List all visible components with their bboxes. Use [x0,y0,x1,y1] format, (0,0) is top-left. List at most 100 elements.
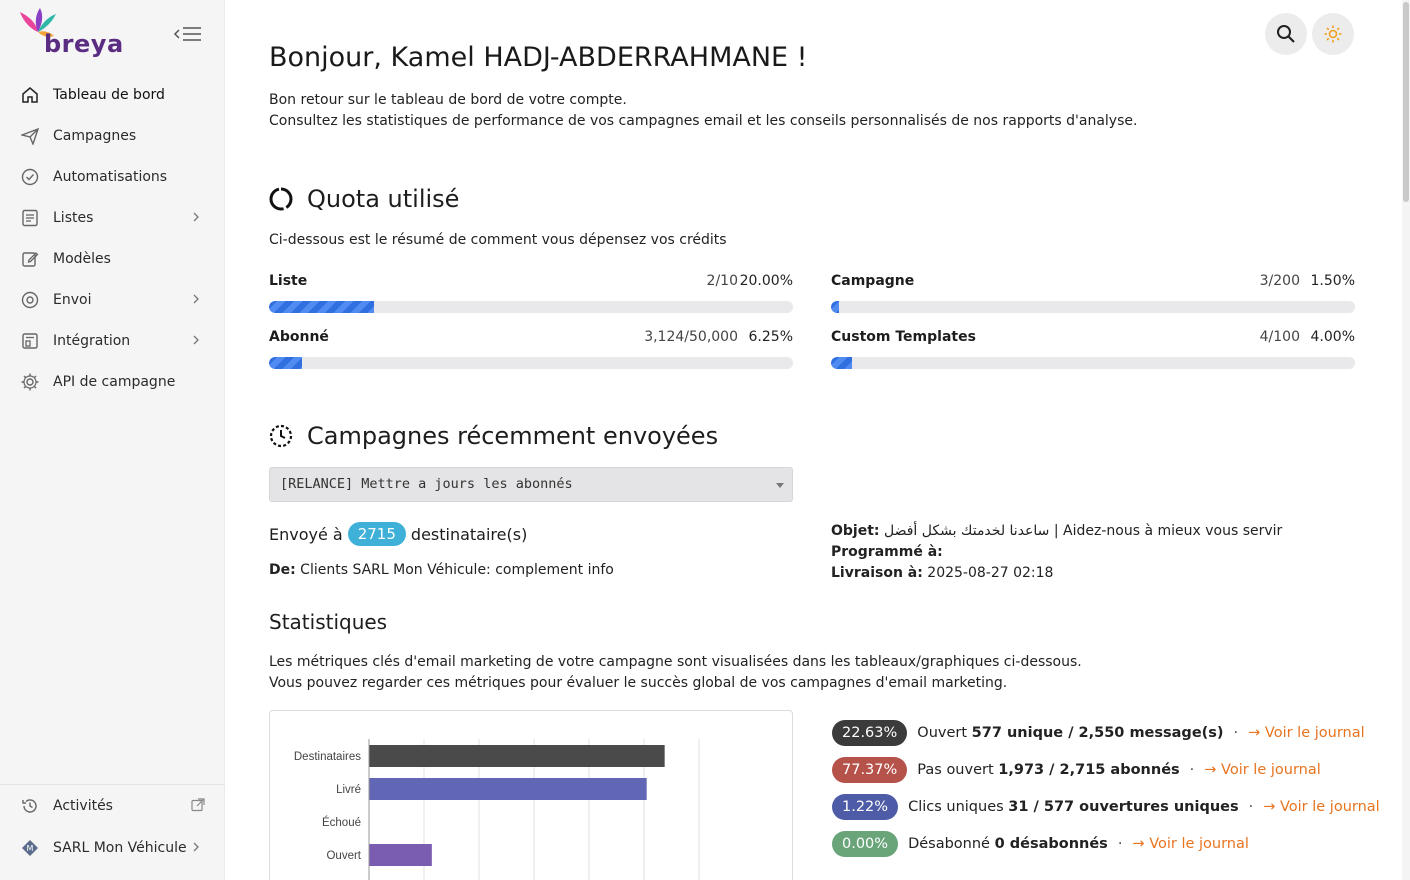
brand-logo[interactable]: breya [18,8,123,64]
metric-label: Ouvert [917,725,968,741]
sidebar-item-label: SARL Mon Véhicule [53,840,187,856]
sidebar-nav: Tableau de bord Campagnes Automatisation… [0,74,225,402]
company-icon: M [20,838,40,858]
from-field: De: Clients SARL Mon Véhicule: complemen… [269,562,614,578]
page-scrollbar[interactable] [1402,0,1410,880]
quota-item-custom-templates: Custom Templates 4/100 4.00% [831,329,1355,379]
chart-bar[interactable] [369,745,665,767]
campaign-select-value: [RELANCE] Mettre a jours les abonnés [280,476,573,492]
scheduled-field: Programmé à: [831,544,943,560]
sidebar-item-automations[interactable]: Automatisations [0,156,225,197]
sent-summary: Envoyé à 2715 destinataire(s) [269,522,527,546]
chart-bar[interactable] [369,844,432,866]
search-button[interactable] [1265,13,1307,55]
stats-bar-chart: Destinataires Livré Échoué Ouvert [294,739,700,880]
sidebar-item-label: Envoi [53,291,92,308]
metric-percent-badge: 0.00% [832,831,899,857]
metric-value: 1,973 / 2,715 abonnés [998,762,1180,778]
view-log-link[interactable]: → Voir le journal [1263,799,1380,815]
sidebar-item-label: Automatisations [53,168,168,185]
sent-suffix: destinataire(s) [410,524,528,544]
quota-section-title: Quota utilisé [269,185,459,213]
view-log-link[interactable]: → Voir le journal [1248,725,1365,741]
sidebar-item-dashboard[interactable]: Tableau de bord [0,74,225,115]
integration-icon [20,331,40,351]
metric-label: Désabonné [908,836,990,852]
view-log-link[interactable]: → Voir le journal [1204,762,1321,778]
quota-count: 4/100 [1259,329,1300,345]
scheduled-label: Programmé à: [831,544,943,560]
sidebar: breya Tableau de bord Campagnes Automati… [0,0,225,880]
caret-down-icon [776,483,784,488]
sidebar-item-api[interactable]: API de campagne [0,361,225,402]
sidebar-item-label: Activités [53,798,113,814]
view-log-text: Voir le journal [1221,762,1321,778]
quota-progress-fill [831,357,852,369]
metric-value: 0 désabonnés [994,836,1108,852]
sidebar-item-templates[interactable]: Modèles [0,238,225,279]
quota-progress-bar [831,357,1355,369]
delivery-value: 2025-08-27 02:18 [927,565,1054,581]
chart-category-label: Destinataires [294,751,361,763]
external-link-icon[interactable] [191,798,205,812]
metric-opened: 22.63% Ouvert 577 unique / 2,550 message… [832,718,1365,748]
sidebar-item-sending[interactable]: Envoi [0,279,225,320]
metric-label: Clics uniques [908,799,1004,815]
intro-line: Consultez les statistiques de performanc… [269,113,1138,129]
sidebar-item-activities[interactable]: Activités [0,785,225,827]
sun-icon [1324,25,1342,43]
campaign-select[interactable]: [RELANCE] Mettre a jours les abonnés [269,467,793,502]
sidebar-item-lists[interactable]: Listes [0,197,225,238]
history-icon [20,796,40,816]
separator-dot: · [1117,836,1123,852]
brand-name: breya [44,30,124,58]
separator-dot: · [1248,799,1254,815]
chevron-right-icon [193,335,199,345]
sidebar-item-label: Modèles [53,250,111,267]
stats-chart: Destinataires Livré Échoué Ouvert [269,710,793,880]
quota-percent: 4.00% [1310,329,1355,345]
subject-label: Objet: [831,523,880,539]
chart-category-label: Ouvert [326,850,361,862]
theme-toggle-button[interactable] [1312,13,1354,55]
sidebar-item-integration[interactable]: Intégration [0,320,225,361]
quota-name: Custom Templates [831,329,976,345]
edit-icon [20,249,40,269]
quota-percent: 20.00% [739,273,793,289]
metric-label: Pas ouvert [917,762,994,778]
chevron-right-icon [193,212,199,222]
stats-desc-line: Les métriques clés d'email marketing de … [269,654,1082,670]
quota-name: Liste [269,273,308,289]
metric-percent-badge: 22.63% [832,720,908,746]
delivery-label: Livraison à: [831,565,923,581]
metric-percent-badge: 77.37% [832,757,908,783]
collapse-sidebar-button[interactable] [172,22,204,46]
from-label: De: [269,562,296,578]
quota-count: 3,124/50,000 [644,329,738,345]
sidebar-item-label: Intégration [53,332,131,349]
quota-progress-bar [831,301,1355,313]
recipients-badge: 2715 [347,522,406,546]
chart-bar[interactable] [369,778,647,800]
quota-item-lists: Liste 2/10 20.00% [269,273,793,323]
recent-section-title: Campagnes récemment envoyées [269,422,718,450]
sidebar-item-label: Tableau de bord [53,86,165,103]
view-log-link[interactable]: → Voir le journal [1132,836,1249,852]
home-icon [20,85,40,105]
section-title-text: Quota utilisé [307,185,460,213]
page-title: Bonjour, Kamel HADJ-ABDERRAHMANE ! [269,42,808,73]
chevron-right-icon [193,294,199,304]
intro-line: Bon retour sur le tableau de bord de vot… [269,92,627,108]
subject-field: Objet: ساعدنا لخدمتك بشكل أفضل | Aidez-n… [831,523,1282,539]
separator-dot: · [1233,725,1239,741]
subject-value: ساعدنا لخدمتك بشكل أفضل | Aidez-nous à m… [883,523,1283,539]
sidebar-item-campaigns[interactable]: Campagnes [0,115,225,156]
clock-icon [269,424,293,448]
logo-mark-icon [20,8,56,37]
delivery-field: Livraison à: 2025-08-27 02:18 [831,565,1053,581]
scrollbar-thumb[interactable] [1403,2,1409,202]
stats-description: Les métriques clés d'email marketing de … [269,652,1082,694]
metric-not-opened: 77.37% Pas ouvert 1,973 / 2,715 abonnés … [832,755,1321,785]
search-icon [1277,25,1295,43]
sidebar-item-account[interactable]: M SARL Mon Véhicule [0,827,225,869]
